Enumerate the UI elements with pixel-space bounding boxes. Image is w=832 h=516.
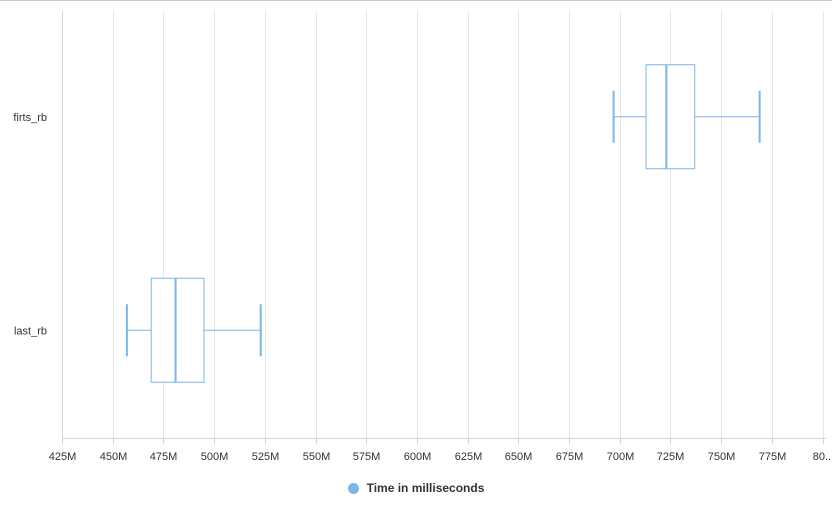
x-tick-label: 775M (759, 451, 787, 463)
category-label: last_rb (14, 325, 47, 337)
legend-series-marker (347, 482, 359, 494)
legend-label: Time in milliseconds (366, 481, 485, 495)
x-tick-label: 675M (556, 451, 584, 463)
x-tick-label: 80... (813, 451, 832, 463)
x-tick-label: 575M (353, 451, 381, 463)
legend: Time in milliseconds (0, 481, 832, 497)
x-tick-label: 725M (657, 451, 685, 463)
category-labels: firts_rb last_rb (13, 112, 47, 338)
iqr-box (150, 277, 205, 383)
x-tick-label: 525M (252, 451, 280, 463)
x-tick-label: 450M (100, 451, 128, 463)
box-series (125, 64, 761, 383)
iqr-box (645, 64, 696, 170)
x-tick-label: 650M (505, 451, 533, 463)
x-tick-label: 600M (404, 451, 432, 463)
top-border (0, 0, 832, 1)
x-tick-label: 750M (708, 451, 736, 463)
x-tick-label: 500M (201, 451, 229, 463)
category-label: firts_rb (13, 112, 47, 124)
x-axis: 425M 450M 475M 500M 525M 550M 575M 600M 625M 650M… (49, 438, 832, 463)
box-plot-chart: 425M 450M 475M 500M 525M 550M 575M 600M 625M 650M… (13, 11, 832, 463)
x-tick-label: 425M (49, 451, 77, 463)
x-tick-label: 550M (303, 451, 331, 463)
legend-item-time[interactable]: Time in milliseconds (347, 481, 485, 495)
box-point[interactable] (612, 64, 761, 170)
x-tick-label: 700M (607, 451, 635, 463)
box-point[interactable] (125, 277, 262, 383)
x-tick-label: 625M (455, 451, 483, 463)
x-tick-label: 475M (150, 451, 178, 463)
